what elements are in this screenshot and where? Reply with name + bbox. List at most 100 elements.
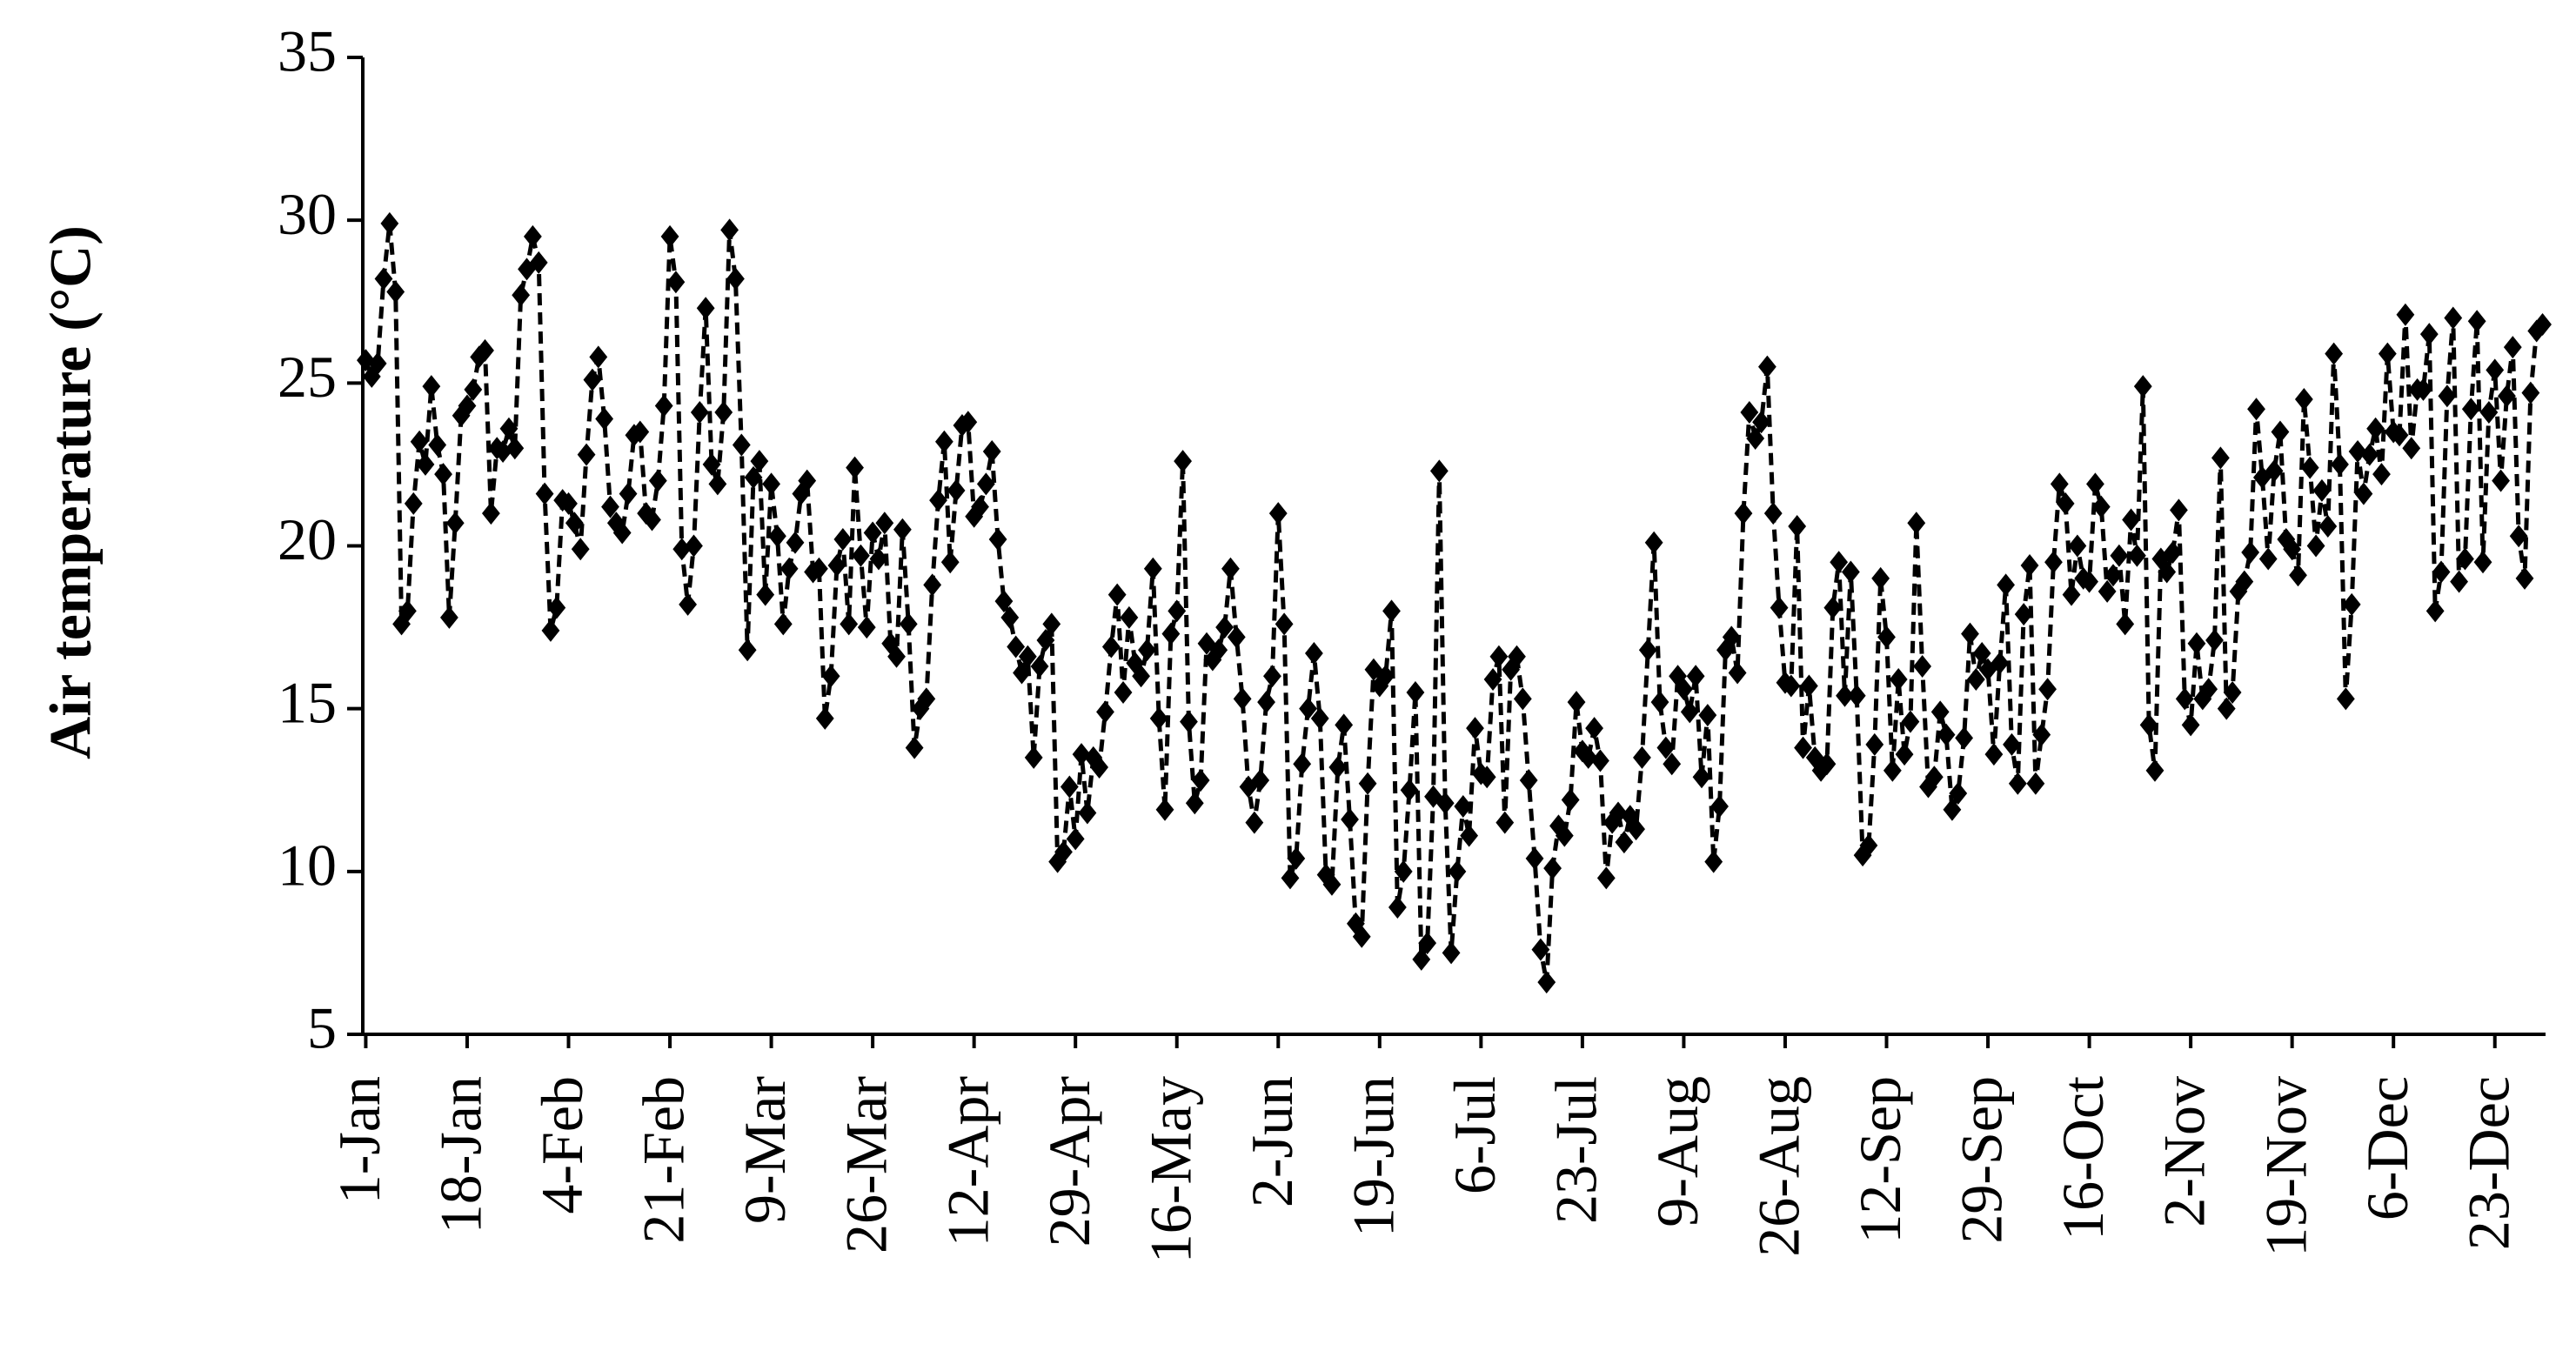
marker xyxy=(833,528,853,552)
marker xyxy=(1483,667,1502,691)
marker xyxy=(1961,622,1979,645)
marker xyxy=(1686,665,1705,688)
marker xyxy=(988,528,1007,552)
marker xyxy=(1877,625,1896,649)
marker xyxy=(893,518,912,541)
marker xyxy=(1120,605,1139,629)
marker xyxy=(464,378,483,401)
marker xyxy=(512,284,531,307)
marker xyxy=(2419,323,2439,346)
marker xyxy=(1090,756,1109,779)
marker xyxy=(2486,358,2505,382)
marker xyxy=(2056,491,2075,515)
marker xyxy=(529,251,548,274)
marker xyxy=(1805,746,1824,769)
marker xyxy=(1066,827,1085,851)
marker xyxy=(2193,687,2212,711)
y-tick-label: 20 xyxy=(278,506,337,572)
marker xyxy=(971,495,989,518)
x-tick-label: 16-May xyxy=(1137,1076,1203,1263)
marker xyxy=(2432,560,2451,584)
marker xyxy=(2360,443,2379,466)
marker xyxy=(1913,655,1932,679)
marker xyxy=(571,538,590,561)
x-tick-label: 21-Feb xyxy=(631,1076,697,1244)
marker xyxy=(1656,736,1676,759)
marker xyxy=(917,687,936,711)
marker xyxy=(1901,710,1920,733)
marker xyxy=(1197,632,1216,655)
marker xyxy=(1310,706,1329,730)
marker xyxy=(1955,726,1974,750)
marker xyxy=(1036,629,1055,652)
marker xyxy=(595,407,614,431)
marker xyxy=(2354,482,2373,505)
marker xyxy=(679,592,698,616)
marker xyxy=(2217,697,2236,720)
marker xyxy=(612,521,632,545)
marker xyxy=(565,512,584,535)
marker xyxy=(2116,612,2135,636)
marker xyxy=(1042,612,1061,636)
marker xyxy=(2473,551,2492,574)
marker xyxy=(2533,312,2552,336)
marker xyxy=(2342,592,2361,616)
marker xyxy=(619,482,638,505)
y-axis-title: Air temperature (°C) xyxy=(37,225,104,759)
marker xyxy=(2467,310,2486,333)
marker xyxy=(2026,772,2045,795)
marker xyxy=(559,491,578,515)
marker xyxy=(428,433,447,457)
marker xyxy=(2515,566,2534,590)
marker xyxy=(1477,766,1496,789)
marker xyxy=(1132,665,1151,688)
marker xyxy=(1770,596,1789,619)
marker xyxy=(1680,700,1699,724)
marker xyxy=(857,616,876,639)
marker xyxy=(577,443,596,466)
marker xyxy=(2498,384,2516,408)
y-tick-label: 15 xyxy=(278,669,337,735)
marker xyxy=(1669,665,1687,688)
marker xyxy=(881,632,900,655)
marker xyxy=(1585,717,1603,740)
marker xyxy=(690,401,709,425)
marker xyxy=(1663,752,1682,776)
marker xyxy=(2318,515,2338,538)
marker xyxy=(445,512,465,535)
marker xyxy=(1817,752,1837,776)
marker xyxy=(714,401,733,425)
marker xyxy=(1161,622,1181,645)
marker xyxy=(1525,846,1544,870)
marker xyxy=(1400,779,1419,802)
marker xyxy=(1710,794,1729,818)
marker xyxy=(2283,538,2302,561)
marker xyxy=(923,573,942,597)
marker xyxy=(374,267,393,291)
marker xyxy=(959,411,978,434)
marker xyxy=(1740,401,1759,425)
marker xyxy=(768,525,786,548)
marker xyxy=(2020,553,2039,577)
marker xyxy=(458,394,477,418)
marker xyxy=(481,502,500,525)
marker xyxy=(2289,564,2307,587)
marker xyxy=(1412,947,1431,971)
marker xyxy=(1728,661,1747,685)
marker xyxy=(1335,713,1354,737)
marker xyxy=(547,596,566,619)
marker xyxy=(2306,534,2325,558)
marker xyxy=(911,697,930,720)
marker xyxy=(1596,866,1616,890)
marker xyxy=(1257,691,1275,714)
marker xyxy=(875,512,894,535)
marker xyxy=(899,612,918,636)
marker xyxy=(416,452,435,476)
marker xyxy=(1883,759,1902,782)
x-tick-label: 4-Feb xyxy=(529,1076,595,1214)
marker xyxy=(2175,687,2194,711)
marker xyxy=(2425,599,2445,623)
marker xyxy=(1263,665,1281,688)
marker xyxy=(666,271,686,294)
